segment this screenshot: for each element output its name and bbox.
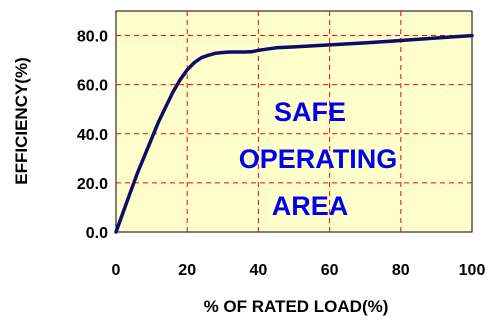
y-tick-label: 40.0 [77,127,108,144]
x-tick-label: 100 [459,262,486,279]
y-tick-label: 80.0 [77,29,108,46]
annotation-line-1: SAFE [274,97,346,127]
y-tick-label: 60.0 [77,78,108,95]
grid-lines [116,11,472,232]
y-tick-label: 0.0 [86,225,108,242]
x-tick-label: 60 [321,262,339,279]
x-tick-label: 80 [392,262,410,279]
x-tick-label: 20 [178,262,196,279]
efficiency-line-series-0 [114,33,474,234]
annotation-line-3: AREA [272,191,349,221]
tick-labels: 0.0 20.0 40.0 60.0 80.0 0 20 40 60 80 100 [77,29,486,279]
annotation-line-2: OPERATING [239,144,398,174]
data-marks [114,33,474,234]
x-axis-label: % OF RATED LOAD(%) [204,297,389,316]
y-tick-label: 20.0 [77,176,108,193]
x-tick-label: 0 [112,262,121,279]
x-tick-label: 40 [250,262,268,279]
y-axis-label: EFFICIENCY(%) [12,57,31,185]
